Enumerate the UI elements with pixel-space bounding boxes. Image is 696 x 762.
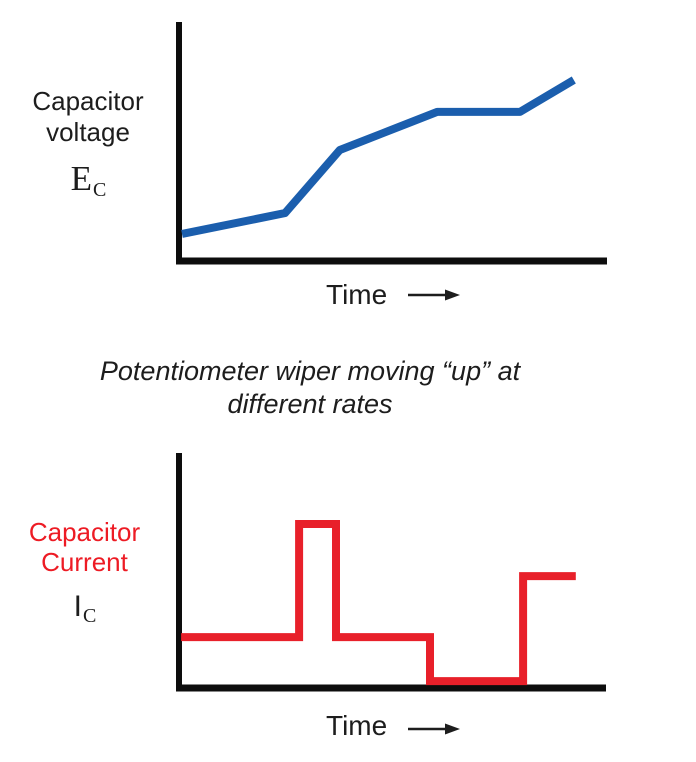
figure-caption: Potentiometer wiper moving “up” at diffe… [35,355,585,421]
current-xlabel: Time [326,710,388,741]
voltage-symbol: EC [18,159,158,200]
caption-line2: different rates [227,389,393,419]
current-ylabel-line2: Current [41,547,128,577]
current-symbol-subscript: C [83,604,97,627]
voltage-xlabel: Time [326,279,388,310]
voltage-ylabel: Capacitor voltage [18,86,158,148]
current-time-arrow-icon [408,723,460,735]
voltage-ylabel-line2: voltage [46,117,130,147]
current-symbol: IC [12,590,157,626]
voltage-ylabel-line1: Capacitor [32,86,144,116]
voltage-line-series [181,76,576,238]
caption-line1: Potentiometer wiper moving “up” at [99,356,521,386]
voltage-time-arrow-icon [408,289,460,301]
current-line-series [181,520,576,686]
voltage-symbol-letter: E [70,159,93,198]
current-ylabel-line1: Capacitor [28,517,141,547]
current-symbol-letter: I [73,590,82,623]
voltage-symbol-subscript: C [93,178,107,201]
current-ylabel: Capacitor Current [12,517,157,577]
